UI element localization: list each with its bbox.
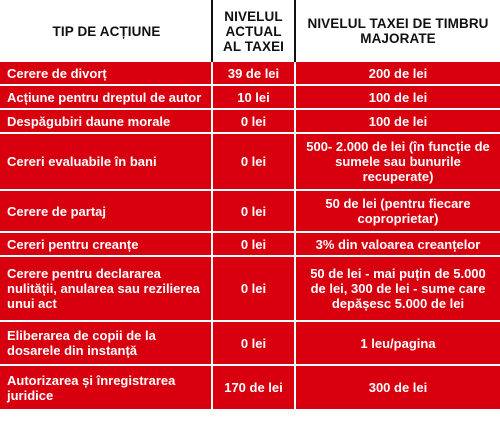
table-row: Autorizarea și înregistrarea juridice 17… xyxy=(0,366,500,409)
new-fee-cell: 100 de lei xyxy=(368,89,428,105)
action-type-cell: Autorizarea și înregistrarea juridice xyxy=(7,372,176,403)
new-fee-cell: 300 de lei xyxy=(368,380,428,395)
action-type-cell: Despăgubiri daune morale xyxy=(7,113,171,129)
action-type-cell: Acțiune pentru dreptul de autor xyxy=(7,89,202,105)
current-fee-cell: 0 lei xyxy=(211,191,296,231)
header-current-fee: NIVELUL ACTUAL AL TAXEI xyxy=(211,0,296,62)
table-row: Despăgubiri daune morale 0 lei 100 de le… xyxy=(0,110,500,132)
header-action-type: TIP DE ACȚIUNE xyxy=(52,23,161,39)
new-fee-cell: 200 de lei xyxy=(368,65,428,81)
current-fee-cell: 0 lei xyxy=(211,134,296,189)
action-type-cell: Cerere de divorț xyxy=(7,65,107,81)
table-body: Cerere de divorț 39 de lei 200 de lei Ac… xyxy=(0,62,500,409)
action-type-cell: Cereri pentru creanțe xyxy=(7,236,139,252)
action-type-cell: Cerere de partaj xyxy=(7,203,106,219)
new-fee-cell: 50 de lei (pentru fiecare coproprietar) xyxy=(325,196,471,226)
new-fee-cell: 500- 2.000 de lei (în funcție de sumele … xyxy=(306,139,490,184)
table-row: Cereri pentru creanțe 0 lei 3% din valoa… xyxy=(0,233,500,255)
table-header: TIP DE ACȚIUNE NIVELUL ACTUAL AL TAXEI N… xyxy=(0,0,500,62)
current-fee-cell: 10 lei xyxy=(211,86,296,108)
new-fee-cell: 3% din valoarea creanțelor xyxy=(315,236,481,252)
current-fee-cell: 0 lei xyxy=(211,322,296,364)
current-fee-cell: 0 lei xyxy=(211,233,296,255)
new-fee-cell: 100 de lei xyxy=(368,113,428,129)
action-type-cell: Cerere pentru declararea nulității, anul… xyxy=(7,266,200,311)
new-fee-cell: 1 leu/pagina xyxy=(360,335,436,351)
table-row: Cereri evaluabile în bani 0 lei 500- 2.0… xyxy=(0,134,500,189)
table-row: Cerere pentru declararea nulității, anul… xyxy=(0,257,500,320)
current-fee-cell: 0 lei xyxy=(211,110,296,132)
new-fee-cell: 50 de lei - mai puțin de 5.000 de lei, 3… xyxy=(310,266,486,311)
current-fee-cell: 39 de lei xyxy=(211,62,296,84)
current-fee-cell: 170 de lei xyxy=(211,366,296,409)
action-type-cell: Cereri evaluabile în bani xyxy=(7,154,157,169)
table-row: Eliberarea de copii de la dosarele din i… xyxy=(0,322,500,364)
table-row: Acțiune pentru dreptul de autor 10 lei 1… xyxy=(0,86,500,108)
current-fee-cell: 0 lei xyxy=(211,257,296,320)
action-type-cell: Eliberarea de copii de la dosarele din i… xyxy=(7,328,156,358)
header-new-fee: NIVELUL TAXEI DE TIMBRU MAJORATE xyxy=(307,16,489,46)
table-row: Cerere de divorț 39 de lei 200 de lei xyxy=(0,62,500,84)
table-row: Cerere de partaj 0 lei 50 de lei (pentru… xyxy=(0,191,500,231)
